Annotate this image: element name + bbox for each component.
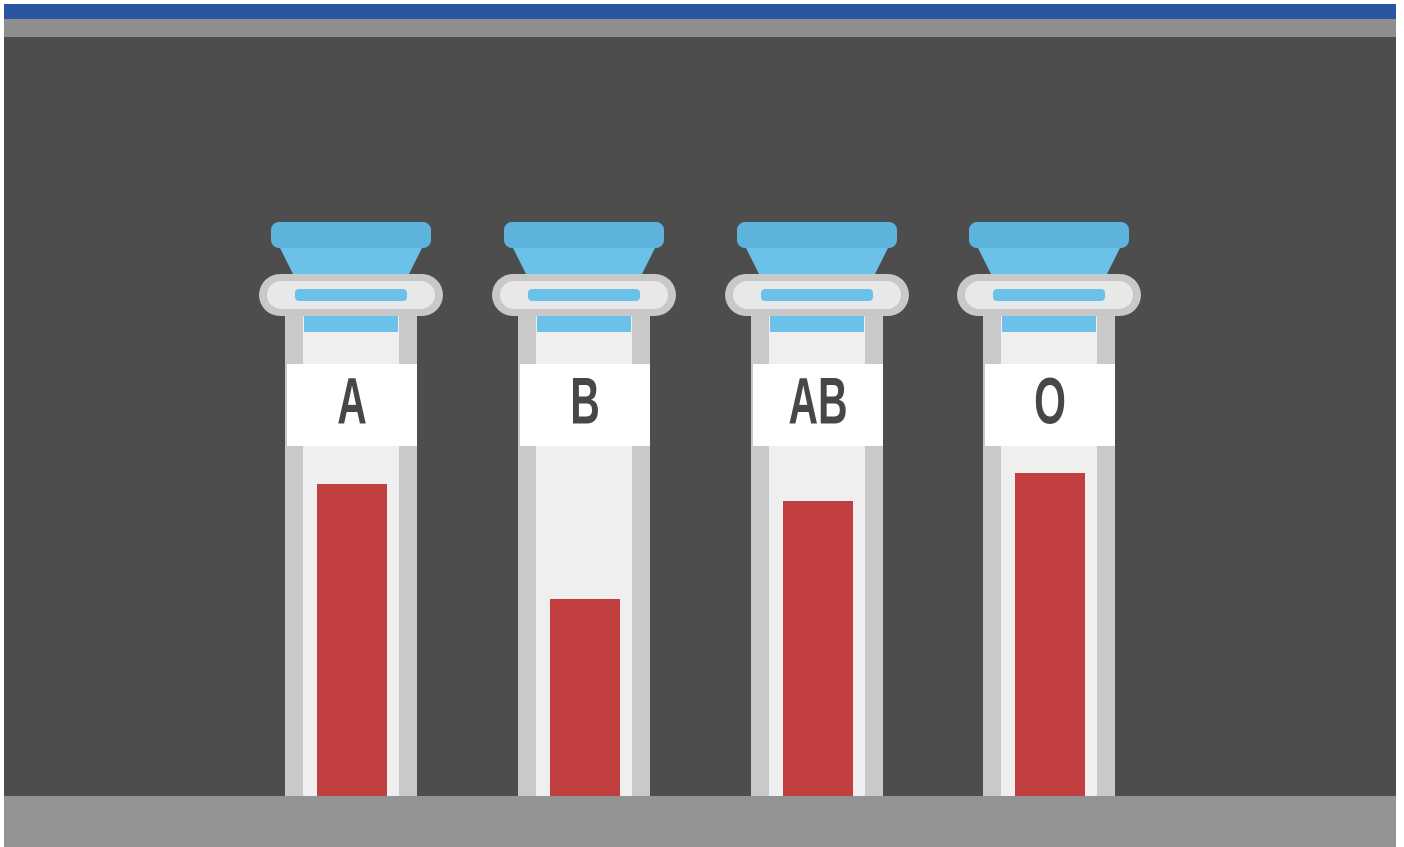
tube-label: A bbox=[337, 363, 367, 438]
scene: ABABO bbox=[0, 0, 1404, 847]
label-wrap: B bbox=[570, 363, 600, 438]
test-tube: O bbox=[957, 222, 1141, 796]
tube-neck bbox=[304, 316, 398, 332]
cap-top bbox=[737, 222, 897, 248]
cap-top bbox=[504, 222, 664, 248]
test-tube: B bbox=[492, 222, 676, 796]
bottom-bar bbox=[4, 796, 1396, 847]
tube-neck bbox=[1002, 316, 1096, 332]
tube-neck bbox=[537, 316, 631, 332]
cap-stopper bbox=[745, 246, 889, 278]
cap-top bbox=[271, 222, 431, 248]
header-bar bbox=[4, 19, 1396, 37]
test-tube: A bbox=[259, 222, 443, 796]
stage bbox=[4, 37, 1396, 796]
cap-stopper bbox=[279, 246, 423, 278]
test-tube: AB bbox=[725, 222, 909, 796]
label-wrap: AB bbox=[788, 363, 847, 438]
cap-stopper bbox=[512, 246, 656, 278]
tube-label: AB bbox=[788, 363, 847, 438]
top-bar bbox=[4, 4, 1396, 19]
tube-neck bbox=[770, 316, 864, 332]
cap-stopper bbox=[977, 246, 1121, 278]
ring-band bbox=[295, 289, 407, 301]
blood bbox=[550, 599, 620, 796]
blood bbox=[317, 484, 387, 796]
ring-band bbox=[761, 289, 873, 301]
ring-band bbox=[528, 289, 640, 301]
cap-top bbox=[969, 222, 1129, 248]
label-wrap: O bbox=[1034, 363, 1066, 438]
blood bbox=[1015, 473, 1085, 796]
tube-label: B bbox=[570, 363, 600, 438]
page: ABABO (() => { const data = JSON.parse(d… bbox=[0, 0, 1404, 847]
ring-band bbox=[993, 289, 1105, 301]
blood bbox=[783, 501, 853, 796]
label-wrap: A bbox=[337, 363, 367, 438]
tube-label: O bbox=[1034, 363, 1066, 438]
